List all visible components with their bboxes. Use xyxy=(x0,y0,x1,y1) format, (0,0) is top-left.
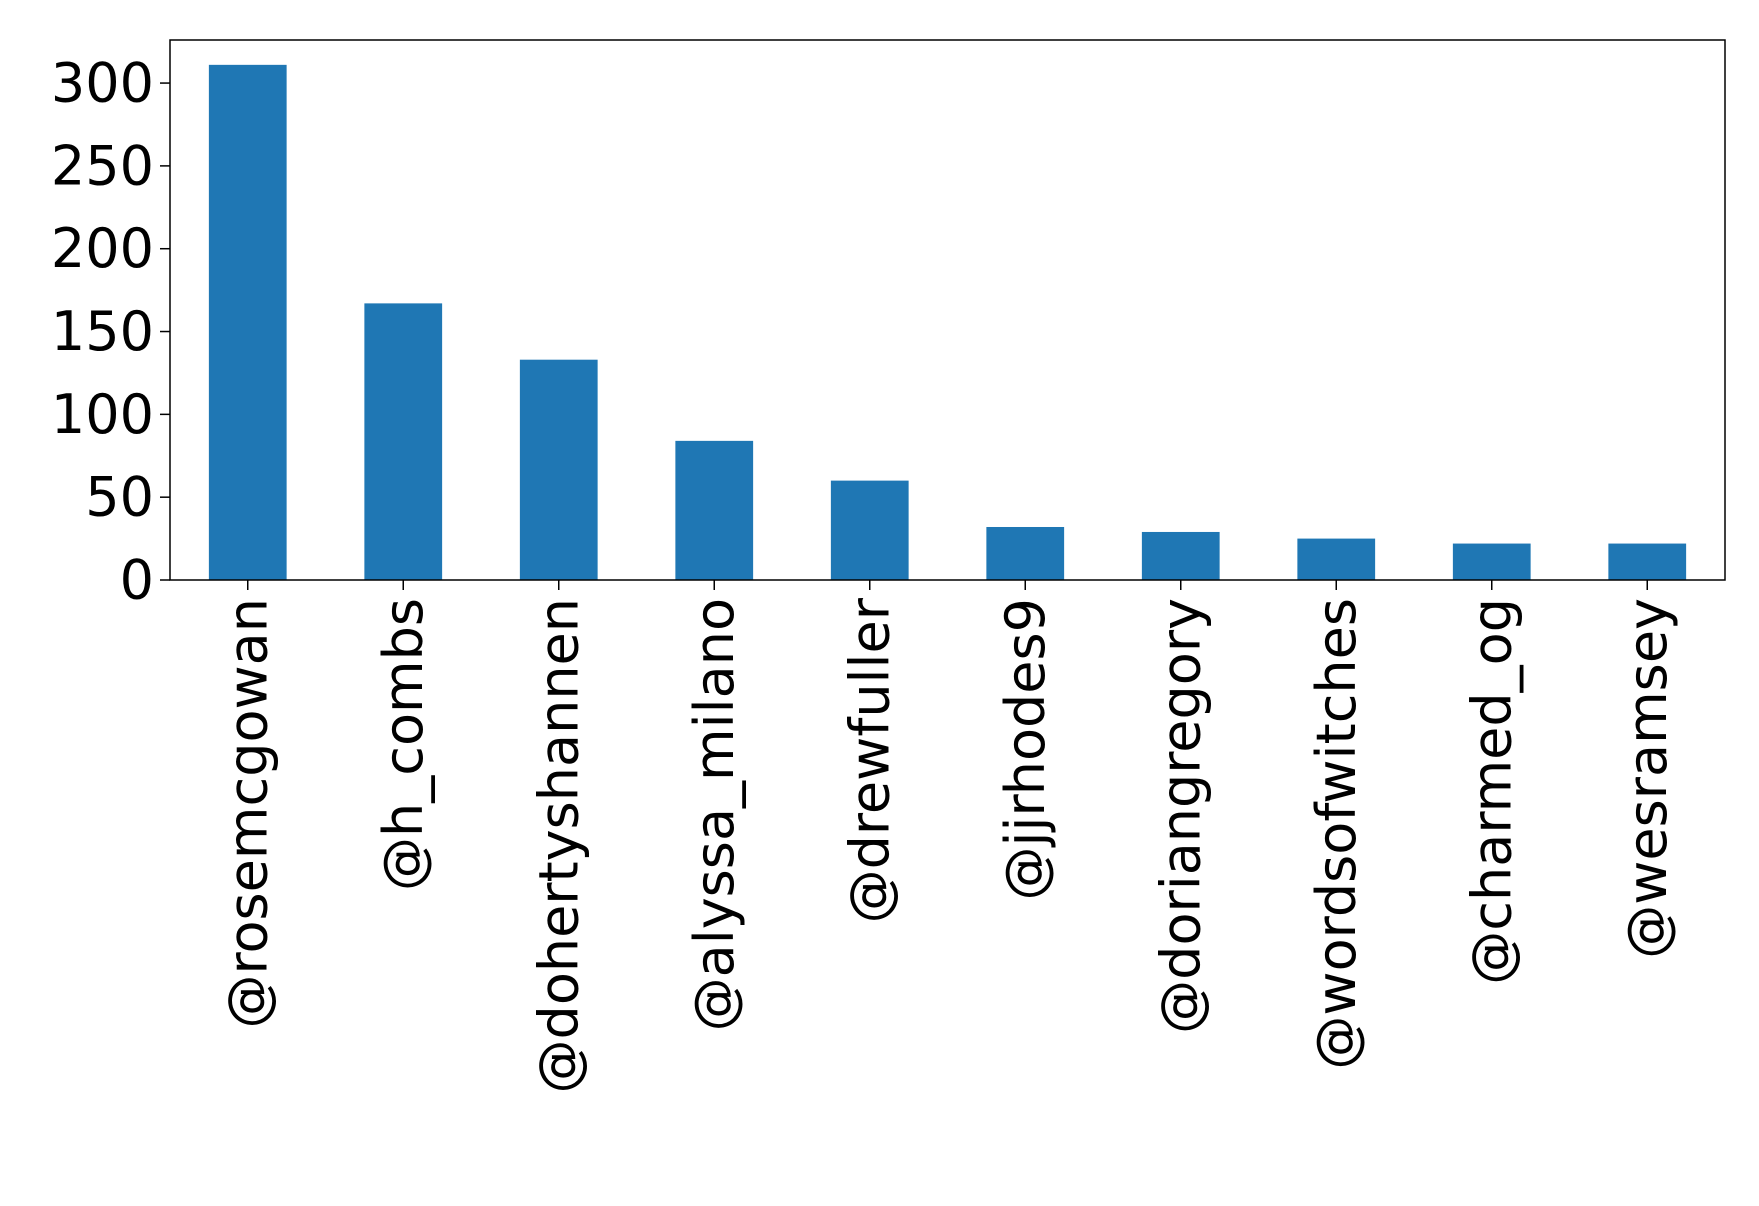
bar-wesramsey xyxy=(1608,543,1687,580)
y-tick-label: 50 xyxy=(85,466,154,529)
bars-layer xyxy=(208,64,1687,581)
bar-wordsofwitches xyxy=(1297,538,1376,580)
bar-jjrhodes9 xyxy=(986,526,1065,580)
plot-frame xyxy=(169,39,1726,581)
y-tick-label: 100 xyxy=(51,383,154,446)
bar-alyssamilano xyxy=(675,440,754,580)
y-tick-label: 300 xyxy=(51,52,154,115)
x-axis: @rosemcgowan @h_combs @dohertyshannen @alys… xyxy=(216,580,1679,1093)
x-tick-label: @alyssa_milano xyxy=(683,598,746,1031)
x-tick-label: @wordsofwitches xyxy=(1305,598,1368,1070)
y-axis: 0 50 100 150 200 250 300 xyxy=(51,52,170,612)
x-tick-label: @charmed_og xyxy=(1460,598,1523,985)
x-tick-label: @wesramsey xyxy=(1616,598,1679,959)
bar-charmedog xyxy=(1452,543,1531,580)
y-tick-label: 250 xyxy=(51,134,154,197)
y-tick-label: 0 xyxy=(120,549,154,612)
x-tick-label: @doriangregory xyxy=(1149,598,1212,1034)
y-tick-label: 200 xyxy=(51,217,154,280)
y-tick-label: 150 xyxy=(51,300,154,363)
x-tick-label: @jjrhodes9 xyxy=(994,598,1057,901)
x-tick-label: @rosemcgowan xyxy=(216,598,279,1029)
bar-dohertyshannen xyxy=(519,359,598,580)
bar-hcombs xyxy=(364,303,443,580)
x-tick-label: @dohertyshannen xyxy=(527,598,590,1093)
bar-doriangregory xyxy=(1141,531,1220,580)
bar-drewfuller xyxy=(830,480,909,580)
x-tick-label: @h_combs xyxy=(372,598,435,891)
bar-rosemcgowan xyxy=(208,64,287,581)
x-tick-label: @drewfuller xyxy=(838,597,901,923)
